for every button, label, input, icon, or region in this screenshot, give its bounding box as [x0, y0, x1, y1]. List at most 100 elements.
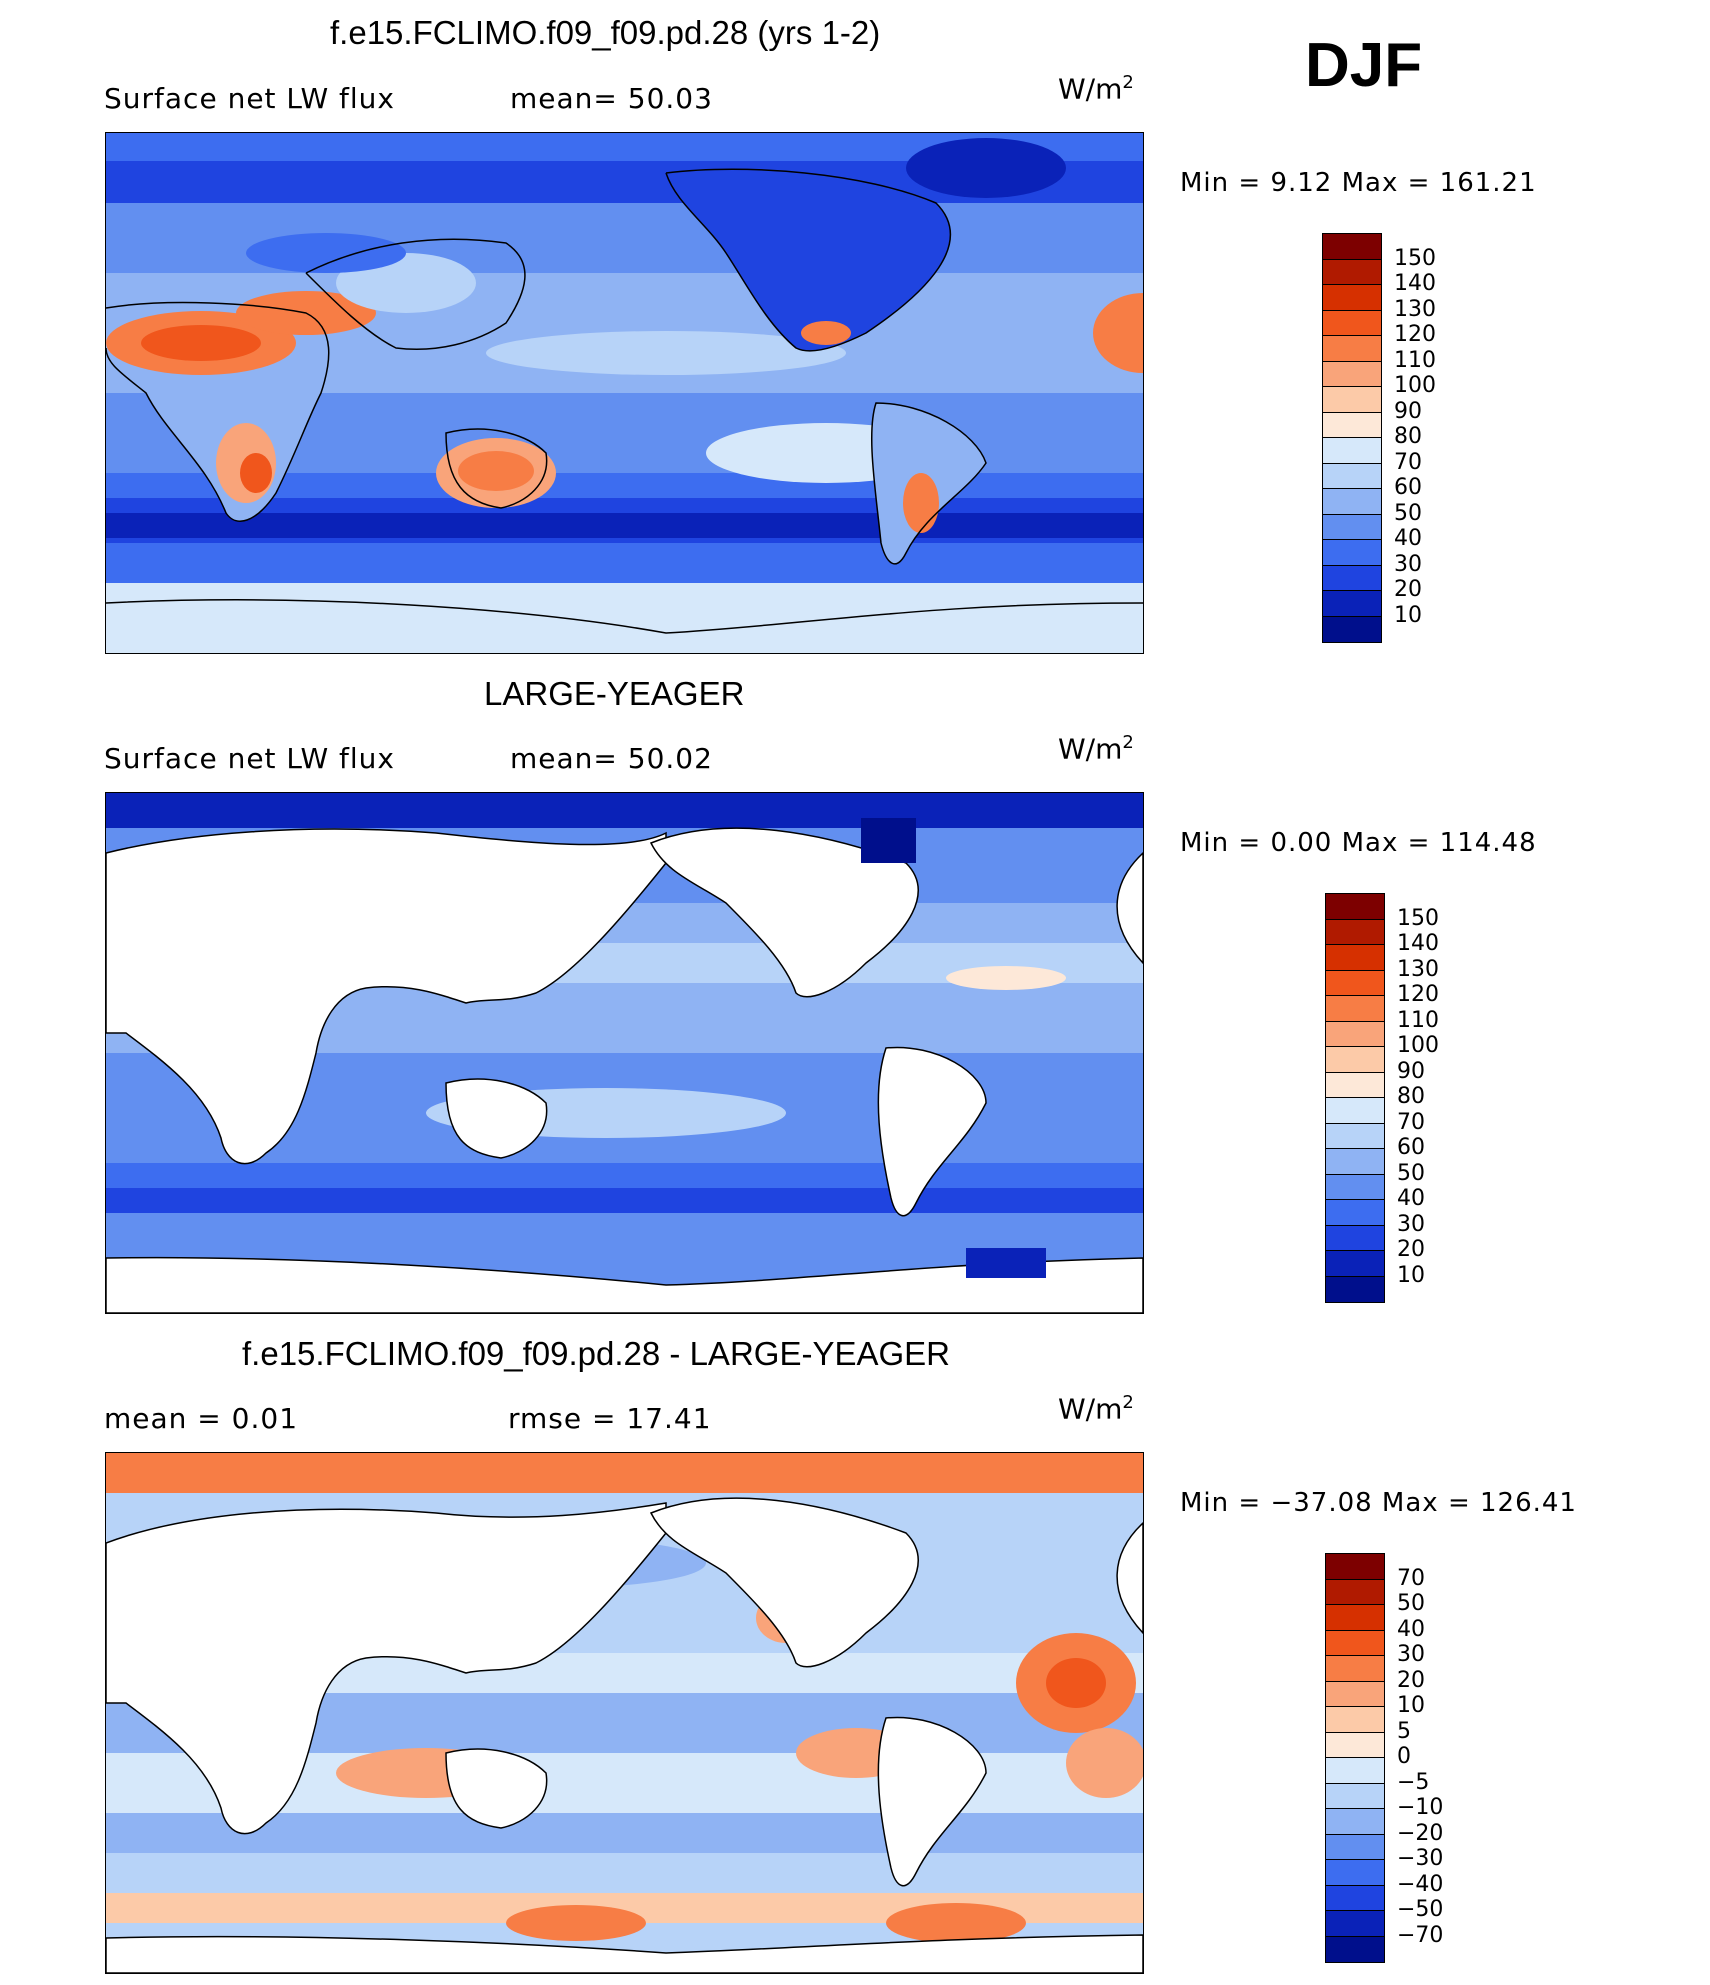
colorbar-tick-label: 30	[1397, 1642, 1425, 1667]
panel-1-mean: mean= 50.03	[510, 82, 713, 115]
colorbar-tick-label: 50	[1394, 500, 1422, 526]
colorbar-tick-label: 70	[1397, 1109, 1425, 1135]
colorbar-tick-label: 120	[1397, 982, 1439, 1007]
panel-3-units: W/m2	[1058, 1392, 1134, 1426]
colorbar-tick-label: 5	[1397, 1718, 1411, 1744]
colorbar-swatch	[1325, 1173, 1385, 1201]
colorbar-swatch	[1325, 1199, 1385, 1226]
colorbar-swatch	[1325, 1071, 1385, 1099]
colorbar-tick-label: 80	[1394, 424, 1422, 449]
colorbar-swatch	[1322, 437, 1382, 464]
colorbar-tick-label: −10	[1397, 1795, 1444, 1820]
colorbar-swatch	[1322, 335, 1382, 362]
colorbar-swatch	[1322, 258, 1382, 286]
colorbar-tick-label: 50	[1397, 1160, 1425, 1186]
colorbar-swatch	[1322, 386, 1382, 413]
colorbar-tick-label: 150	[1397, 905, 1439, 931]
panel-3-rmse: rmse = 17.41	[508, 1402, 712, 1435]
colorbar-swatch	[1325, 1020, 1385, 1048]
colorbar-swatch	[1325, 1935, 1385, 1963]
colorbar-tick-label: 50	[1397, 1591, 1425, 1616]
colorbar-swatch	[1325, 1122, 1385, 1150]
colorbar-tick-label: 140	[1394, 271, 1436, 296]
colorbar-tick-label: 70	[1394, 449, 1422, 475]
panel-2-map	[105, 792, 1144, 1314]
colorbar-tick-label: 10	[1397, 1693, 1425, 1718]
colorbar-swatch	[1325, 893, 1385, 920]
colorbar-tick-label: 90	[1397, 1058, 1425, 1084]
colorbar-tick-label: 130	[1397, 956, 1439, 982]
colorbar-swatch	[1325, 995, 1385, 1022]
colorbar-tick-label: 150	[1394, 245, 1436, 271]
colorbar-swatch	[1322, 309, 1382, 337]
colorbar-swatch	[1325, 1884, 1385, 1912]
colorbar-swatch	[1325, 1757, 1385, 1784]
colorbar-swatch	[1325, 1604, 1385, 1631]
colorbar-tick-label: 10	[1394, 602, 1422, 628]
colorbar-swatch	[1325, 1706, 1385, 1733]
panel-3-map	[105, 1452, 1144, 1974]
panel-2-variable: Surface net LW flux	[104, 742, 395, 775]
colorbar-swatch	[1322, 233, 1382, 260]
colorbar-swatch	[1325, 1629, 1385, 1657]
panel-3-title: f.e15.FCLIMO.f09_f09.pd.28 - LARGE-YEAGE…	[242, 1335, 950, 1372]
colorbar-tick-label: 100	[1394, 373, 1436, 398]
colorbar-tick-label: 30	[1397, 1211, 1425, 1237]
colorbar-tick-label: −70	[1397, 1922, 1444, 1948]
colorbar-swatch	[1322, 539, 1382, 566]
colorbar-tick-label: 40	[1397, 1616, 1425, 1642]
colorbar-tick-label: 40	[1397, 1186, 1425, 1211]
colorbar-tick-label: 80	[1397, 1084, 1425, 1109]
colorbar-swatch	[1325, 1680, 1385, 1708]
colorbar-swatch	[1322, 615, 1382, 643]
colorbar-tick-label: 60	[1394, 475, 1422, 500]
season-label: DJF	[1305, 31, 1423, 100]
colorbar-swatch	[1325, 1833, 1385, 1861]
colorbar-2: 150 140 130 120 110 100 90 80 70 60 50 40 30 20 10	[1325, 893, 1445, 1303]
colorbar-swatch	[1325, 1148, 1385, 1175]
panel-1-minmax: Min = 9.12 Max = 161.21	[1180, 168, 1537, 198]
colorbar-1: 150 140 130 120 110 100 90 80 70 60 50 40 30 20 10	[1322, 233, 1442, 643]
colorbar-swatch	[1322, 360, 1382, 388]
colorbar-swatch	[1325, 1808, 1385, 1835]
colorbar-tick-label: 0	[1397, 1744, 1411, 1769]
colorbar-tick-label: 20	[1394, 577, 1422, 602]
colorbar-tick-label: −20	[1397, 1820, 1444, 1846]
colorbar-swatch	[1322, 488, 1382, 515]
colorbar-tick-label: 120	[1394, 322, 1436, 347]
colorbar-tick-label: 20	[1397, 1667, 1425, 1693]
panel-1-variable: Surface net LW flux	[104, 82, 395, 115]
panel-2-units: W/m2	[1058, 732, 1134, 766]
colorbar-tick-label: −40	[1397, 1871, 1444, 1897]
colorbar-swatch	[1325, 1859, 1385, 1886]
colorbar-tick-label: −5	[1397, 1769, 1430, 1795]
colorbar-tick-label: 60	[1397, 1135, 1425, 1160]
colorbar-swatch	[1325, 1578, 1385, 1606]
colorbar-swatch	[1325, 1224, 1385, 1252]
colorbar-tick-label: 10	[1397, 1262, 1425, 1288]
colorbar-swatch	[1325, 1910, 1385, 1937]
colorbar-swatch	[1325, 1655, 1385, 1682]
panel-3-mean: mean = 0.01	[104, 1402, 299, 1435]
panel-2-title: LARGE-YEAGER	[484, 675, 745, 712]
colorbar-swatch	[1322, 564, 1382, 592]
colorbar-swatch	[1325, 969, 1385, 997]
colorbar-tick-label: −30	[1397, 1846, 1444, 1871]
colorbar-tick-label: 130	[1394, 296, 1436, 322]
colorbar-swatch	[1322, 590, 1382, 617]
colorbar-tick-label: 140	[1397, 931, 1439, 956]
colorbar-swatch	[1322, 462, 1382, 490]
colorbar-tick-label: 90	[1394, 398, 1422, 424]
colorbar-swatch	[1325, 1250, 1385, 1277]
colorbar-tick-label: 30	[1394, 551, 1422, 577]
colorbar-swatch	[1322, 513, 1382, 541]
colorbar-swatch	[1325, 1731, 1385, 1759]
panel-1-units: W/m2	[1058, 72, 1134, 106]
colorbar-tick-label: 70	[1397, 1565, 1425, 1591]
colorbar-swatch	[1322, 284, 1382, 311]
colorbar-tick-label: 40	[1394, 526, 1422, 551]
colorbar-swatch	[1322, 411, 1382, 439]
colorbar-tick-label: 20	[1397, 1237, 1425, 1262]
colorbar-3: 70 50 40 30 20 10 5 0 −5 −10 −20 −30 −40 −50 −70	[1325, 1553, 1445, 1963]
colorbar-tick-label: −50	[1397, 1897, 1444, 1922]
